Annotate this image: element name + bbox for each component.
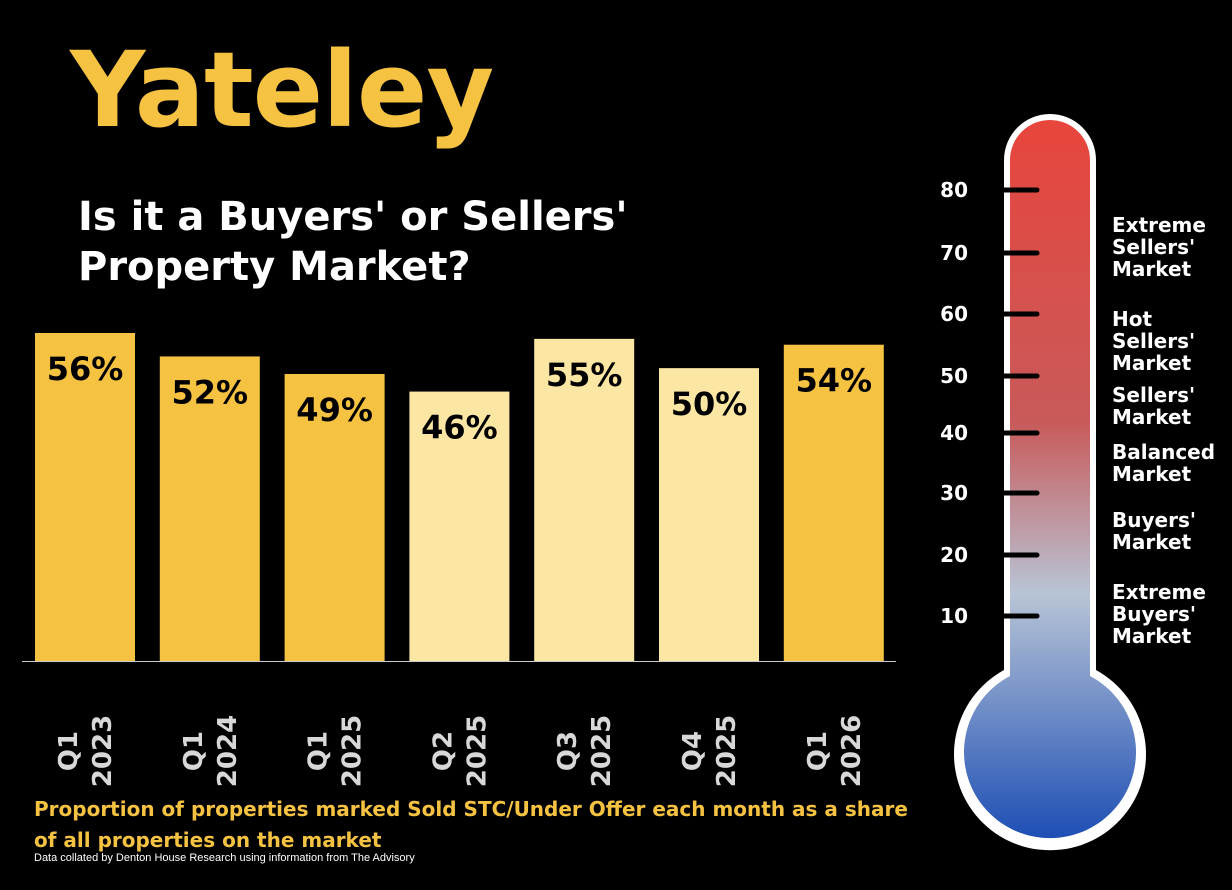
bar-1 xyxy=(159,356,260,661)
scale-label: 10 xyxy=(940,604,968,628)
scale-label: 20 xyxy=(940,543,968,567)
x-tick-quarter: Q2 xyxy=(428,731,458,771)
bar-0 xyxy=(35,333,135,661)
x-tick-label: Q1 2024 xyxy=(179,715,243,787)
scale-label: 60 xyxy=(940,302,968,326)
x-tick-label: Q3 2025 xyxy=(553,715,617,787)
page-title: Yateley xyxy=(70,29,494,151)
x-tick-year: 2023 xyxy=(88,715,118,787)
market-zone-label: Buyers' Market xyxy=(1112,508,1196,554)
x-tick-year: 2025 xyxy=(462,715,492,787)
scale-label: 80 xyxy=(940,178,968,202)
bar-6 xyxy=(783,344,884,661)
x-tick-year: 2025 xyxy=(338,715,368,787)
scale-label: 70 xyxy=(940,241,968,265)
x-tick-year: 2024 xyxy=(213,715,243,787)
market-zone-label: Sellers' Market xyxy=(1112,383,1196,429)
bar-3 xyxy=(409,391,510,661)
x-tick-quarter: Q1 xyxy=(304,731,334,771)
x-tick-quarter: Q4 xyxy=(678,731,708,771)
x-tick-label: Q1 2023 xyxy=(54,715,118,787)
bar-data-label: 46% xyxy=(421,409,498,447)
bar-data-label: 54% xyxy=(796,362,873,400)
x-tick-quarter: Q1 xyxy=(803,731,833,771)
bar-data-label: 56% xyxy=(47,350,124,388)
x-tick-label: Q2 2025 xyxy=(428,715,492,787)
chart-footnote: Proportion of properties marked Sold STC… xyxy=(34,797,908,852)
market-zone-label: Hot Sellers' Market xyxy=(1112,307,1196,375)
bar-5 xyxy=(659,368,759,661)
x-tick-quarter: Q3 xyxy=(553,731,583,771)
bar-2 xyxy=(284,374,385,661)
bar-data-label: 49% xyxy=(296,391,373,429)
scale-label: 50 xyxy=(940,364,968,388)
thermometer-fill xyxy=(964,120,1136,839)
x-tick-year: 2026 xyxy=(837,715,867,787)
bar-4 xyxy=(534,338,635,661)
page-subtitle: Is it a Buyers' or Sellers' Property Mar… xyxy=(78,194,628,290)
bar-data-label: 52% xyxy=(172,373,249,411)
x-tick-year: 2025 xyxy=(587,715,617,787)
x-tick-label: Q1 2025 xyxy=(304,715,368,787)
scale-label: 30 xyxy=(940,481,968,505)
x-tick-label: Q4 2025 xyxy=(678,715,742,787)
scale-label: 40 xyxy=(940,421,968,445)
x-tick-quarter: Q1 xyxy=(54,731,84,771)
x-tick-label: Q1 2026 xyxy=(803,715,867,787)
market-zone-label: Extreme Sellers' Market xyxy=(1112,213,1206,281)
x-tick-quarter: Q1 xyxy=(179,731,209,771)
bar-data-label: 50% xyxy=(671,385,748,423)
data-source: Data collated by Denton House Research u… xyxy=(34,852,415,864)
market-zone-label: Extreme Buyers' Market xyxy=(1112,580,1206,648)
market-zone-label: Balanced Market xyxy=(1112,440,1216,486)
bar-data-label: 55% xyxy=(546,356,623,394)
x-tick-year: 2025 xyxy=(712,715,742,787)
